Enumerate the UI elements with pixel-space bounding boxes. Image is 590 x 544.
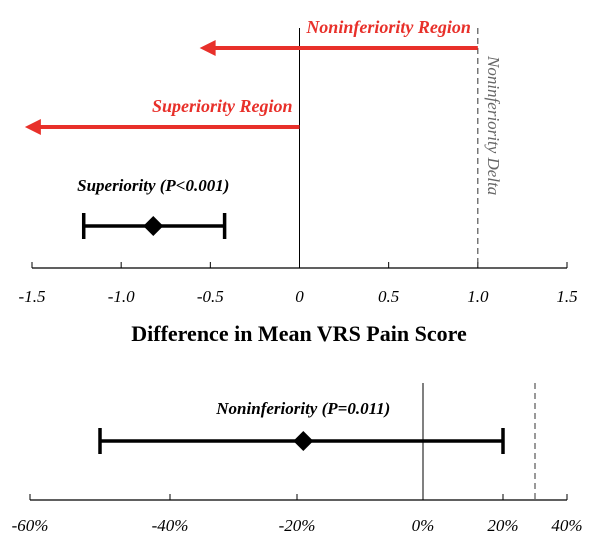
x-axis-label: Difference in Mean VRS Pain Score [131, 321, 467, 346]
x-tick-label: -20% [279, 516, 316, 535]
region-label: Noninferiority Region [305, 17, 471, 37]
point-estimate [293, 431, 314, 451]
region-arrow-head [199, 40, 216, 56]
x-tick-label: -40% [152, 516, 189, 535]
region-label: Superiority Region [152, 96, 293, 116]
x-tick-label: 0 [295, 287, 304, 306]
x-tick-label: -1.5 [19, 287, 46, 306]
region-arrow-head [24, 119, 41, 135]
x-tick-label: 1.0 [467, 287, 489, 306]
x-tick-label: 0.5 [378, 287, 399, 306]
x-tick-label: -0.5 [197, 287, 224, 306]
x-tick-label: 1.5 [556, 287, 577, 306]
point-estimate [143, 216, 164, 236]
point-label: Noninferiority (P=0.011) [215, 399, 390, 418]
delta-label: Noninferiority Delta [484, 55, 503, 195]
x-tick-label: -60% [12, 516, 49, 535]
x-tick-label: 0% [412, 516, 435, 535]
x-tick-label: 40% [551, 516, 582, 535]
x-tick-label: 20% [487, 516, 518, 535]
point-label: Superiority (P<0.001) [77, 176, 229, 195]
x-tick-label: -1.0 [108, 287, 135, 306]
